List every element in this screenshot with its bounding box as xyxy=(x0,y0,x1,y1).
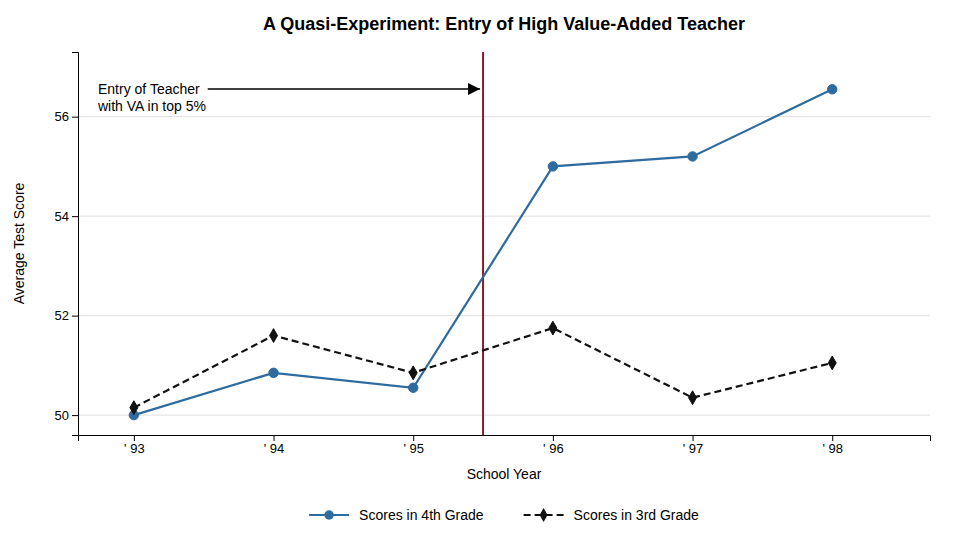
legend: Scores in 4th Grade Scores in 3rd Grade xyxy=(309,507,699,523)
data-point xyxy=(688,152,697,161)
grid-line xyxy=(78,415,930,416)
x-tick-mark xyxy=(693,435,694,441)
data-point xyxy=(548,162,557,171)
x-tick-mark xyxy=(134,435,135,441)
data-point xyxy=(270,329,278,343)
y-tick-label: 52 xyxy=(55,308,69,323)
plot: ' 93 ' 94 ' 95 ' 96 ' 97 ' 98 50 52 54 56 Entry of… xyxy=(55,52,931,456)
x-tick: ' 98 xyxy=(822,435,843,456)
grid-line xyxy=(78,116,930,117)
x-tick-mark xyxy=(274,435,275,441)
legend-marker xyxy=(324,510,333,519)
y-axis-title: Average Test Score xyxy=(11,182,27,304)
y-tick-mark xyxy=(72,216,78,217)
grid-line xyxy=(78,315,930,316)
grid xyxy=(78,117,930,415)
x-tick-mark xyxy=(413,435,414,441)
x-tick: ' 97 xyxy=(683,435,704,456)
legend-item: Scores in 3rd Grade xyxy=(524,507,699,523)
x-tick: ' 93 xyxy=(124,435,145,456)
legend-label: Scores in 4th Grade xyxy=(359,507,484,523)
x-tick: ' 96 xyxy=(543,435,564,456)
x-tick: ' 95 xyxy=(403,435,424,456)
x-tick: ' 94 xyxy=(264,435,285,456)
y-tick-label: 50 xyxy=(55,408,69,423)
x-tick-mark xyxy=(832,435,833,441)
y-axis: 50 52 54 56 xyxy=(55,53,79,436)
chart: ' 93 ' 94 ' 95 ' 96 ' 97 ' 98 50 52 54 56 Entry of… xyxy=(0,0,960,540)
y-tick-label: 56 xyxy=(55,109,69,124)
series-line xyxy=(134,89,832,415)
legend-marker xyxy=(540,508,548,522)
data-point xyxy=(828,85,837,94)
x-axis: ' 93 ' 94 ' 95 ' 96 ' 97 ' 98 xyxy=(79,435,931,456)
x-tick-label: ' 93 xyxy=(124,441,145,456)
data-point xyxy=(828,356,836,370)
y-tick-mark xyxy=(72,117,78,118)
y-tick: 50 xyxy=(55,408,78,423)
y-tick: 56 xyxy=(55,109,78,124)
reference-line xyxy=(482,52,484,435)
data-point xyxy=(689,391,697,405)
title: A Quasi-Experiment: Entry of High Value-… xyxy=(263,14,745,34)
data-point xyxy=(409,366,417,380)
x-tick-label: ' 94 xyxy=(264,441,285,456)
y-tick: 54 xyxy=(55,209,78,224)
x-axis-line xyxy=(79,436,931,442)
y-tick-label: 54 xyxy=(55,209,69,224)
y-tick: 52 xyxy=(55,308,78,323)
marks xyxy=(129,52,837,435)
x-tick-label: ' 98 xyxy=(822,441,843,456)
data-point xyxy=(269,368,278,377)
data-point xyxy=(549,321,557,335)
data-point xyxy=(408,383,417,392)
legend-label: Scores in 3rd Grade xyxy=(574,507,699,523)
x-tick-label: ' 97 xyxy=(683,441,704,456)
x-tick-label: ' 95 xyxy=(403,441,424,456)
annotation: Entry of Teacherwith VA in top 5% xyxy=(97,81,206,114)
grid-line xyxy=(78,216,930,217)
y-tick-mark xyxy=(72,316,78,317)
legend-item: Scores in 4th Grade xyxy=(309,507,484,523)
x-axis-title: School Year xyxy=(467,466,542,482)
series-line xyxy=(134,328,832,408)
x-tick-label: ' 96 xyxy=(543,441,564,456)
annotation-arrow xyxy=(208,88,480,90)
x-tick-mark xyxy=(553,435,554,441)
data-point xyxy=(130,401,138,415)
y-axis-line xyxy=(72,53,79,436)
y-tick-mark xyxy=(72,415,78,416)
